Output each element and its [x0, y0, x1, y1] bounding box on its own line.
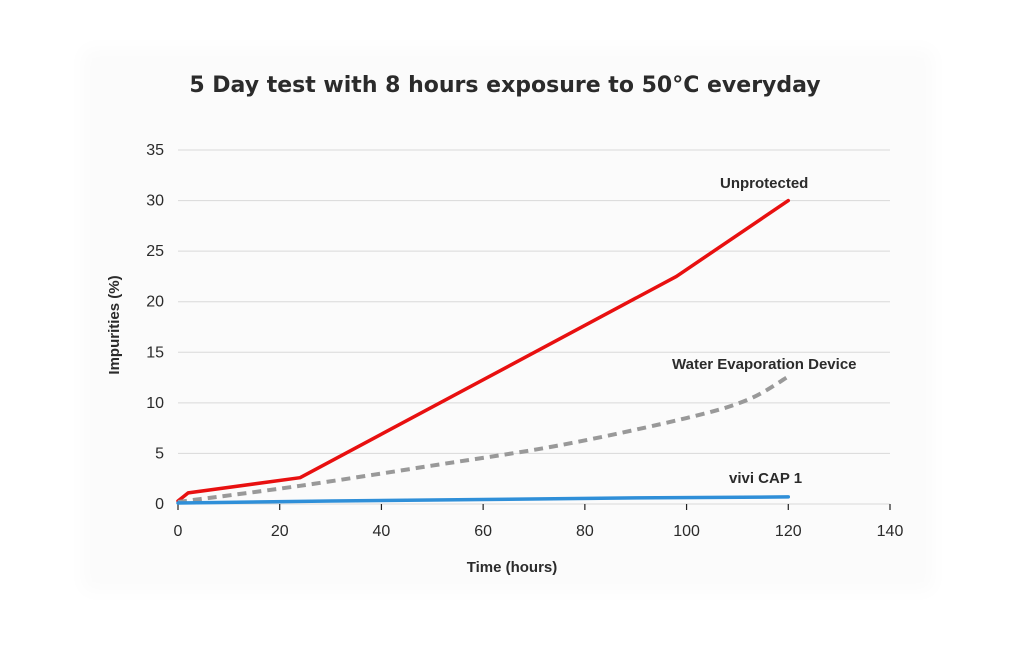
y-tick-label: 10	[146, 395, 164, 412]
grid-layer	[178, 149, 890, 505]
y-tick-label: 5	[155, 445, 164, 462]
x-tick-label: 100	[673, 523, 700, 540]
line-chart: 5 Day test with 8 hours exposure to 50°C…	[106, 73, 903, 576]
series-layer	[176, 198, 791, 505]
x-tick-label: 20	[271, 523, 289, 540]
chart-title: 5 Day test with 8 hours exposure to 50°C…	[189, 73, 820, 98]
y-tick-label: 15	[146, 344, 164, 361]
series-label-water-evaporation-device: Water Evaporation Device	[672, 356, 857, 373]
y-tick-label: 30	[146, 193, 164, 210]
x-tick-label: 80	[576, 523, 594, 540]
series-line-water-evaporation-device	[177, 374, 790, 504]
y-tick-label: 25	[146, 243, 164, 260]
series-label-unprotected: Unprotected	[720, 175, 808, 192]
series-line-unprotected	[176, 198, 791, 503]
y-tick-label: 20	[146, 294, 164, 311]
series-label-vivi-cap-1: vivi CAP 1	[729, 470, 802, 487]
x-tick-label: 120	[775, 523, 802, 540]
x-axis-label: Time (hours)	[467, 559, 558, 576]
tick-layer: 0 5 10 15 20 25 30 35 0 20 40 60 80 100 120 140	[146, 142, 903, 540]
series-line-vivi-cap-1	[176, 495, 791, 505]
x-tick-label: 0	[174, 523, 183, 540]
x-tick-label: 60	[474, 523, 492, 540]
chart-card: 5 Day test with 8 hours exposure to 50°C…	[92, 58, 924, 582]
y-tick-label: 35	[146, 142, 164, 159]
x-tick-label: 140	[877, 523, 904, 540]
y-tick-label: 0	[155, 496, 164, 513]
y-axis-label: Impurities (%)	[106, 275, 123, 374]
x-tick-label: 40	[373, 523, 391, 540]
